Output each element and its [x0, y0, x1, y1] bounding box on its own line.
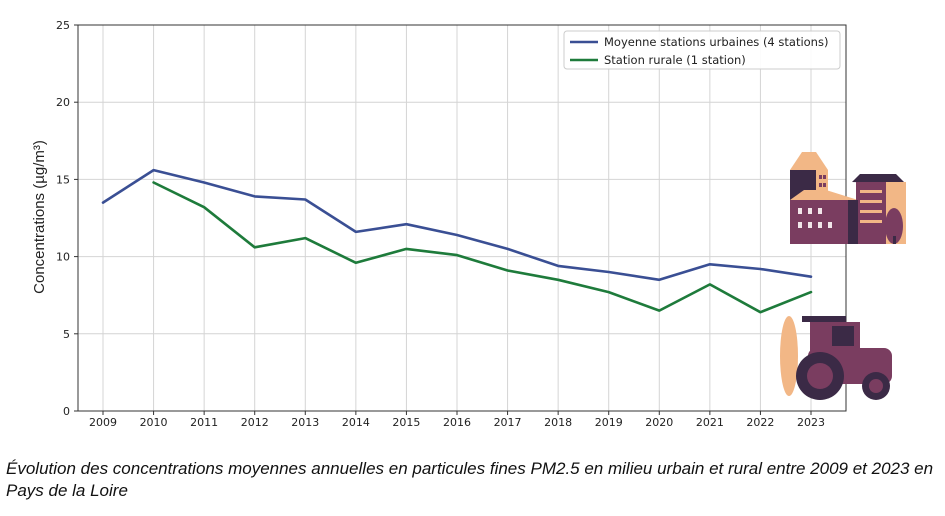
city-buildings-icon — [790, 152, 906, 244]
x-tick-label: 2014 — [342, 416, 370, 429]
axes — [74, 24, 847, 415]
figure-caption: Évolution des concentrations moyennes an… — [6, 459, 934, 500]
x-tick-label: 2019 — [595, 416, 623, 429]
x-tick-label: 2012 — [241, 416, 269, 429]
x-tick-label: 2013 — [291, 416, 319, 429]
tractor-icon — [780, 316, 892, 400]
y-tick-label: 15 — [56, 173, 70, 186]
x-tick-label: 2023 — [797, 416, 825, 429]
y-tick-label: 25 — [56, 19, 70, 32]
x-tick-label: 2017 — [494, 416, 522, 429]
legend-box — [563, 30, 841, 70]
y-tick-label: 20 — [56, 96, 70, 109]
x-tick-label: 2020 — [645, 416, 673, 429]
series-line-rural — [152, 181, 813, 314]
tick-labels: 2009 2010 2011 2012 2013 2014 2015 2016 2017 2018… — [56, 19, 825, 429]
x-tick-label: 2022 — [746, 416, 774, 429]
y-axis-title: Concentrations (µg/m³) — [31, 140, 48, 294]
y-tick-label: 10 — [56, 251, 70, 264]
grid — [78, 24, 846, 412]
x-tick-label: 2016 — [443, 416, 471, 429]
x-tick-label: 2018 — [544, 416, 572, 429]
x-tick-label: 2009 — [89, 416, 117, 429]
series-line-urban — [101, 168, 813, 282]
plot-frame — [77, 24, 847, 412]
legend: Moyenne stations urbaines (4 stations) St… — [563, 30, 841, 70]
x-tick-label: 2015 — [392, 416, 420, 429]
pm25-line-chart: 2009 2010 2011 2012 2013 2014 2015 2016 2017 2018… — [31, 19, 906, 429]
legend-label: Station rurale (1 station) — [604, 53, 746, 67]
x-tick-label: 2010 — [140, 416, 168, 429]
x-tick-label: 2021 — [696, 416, 724, 429]
x-tick-label: 2011 — [190, 416, 218, 429]
chart-container: 2009 2010 2011 2012 2013 2014 2015 2016 2017 2018… — [31, 19, 906, 429]
legend-label: Moyenne stations urbaines (4 stations) — [604, 35, 828, 49]
y-tick-label: 5 — [63, 328, 70, 341]
series-lines — [101, 168, 813, 314]
y-tick-label: 0 — [63, 405, 70, 418]
